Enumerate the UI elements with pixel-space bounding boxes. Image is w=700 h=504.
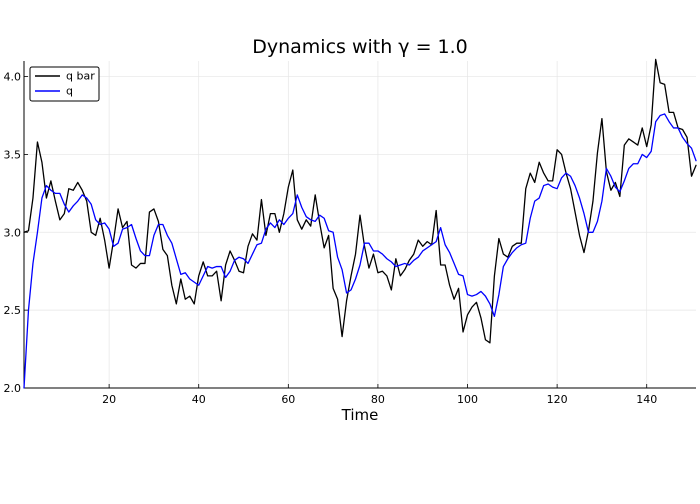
axes-layer: 20 40 60 80 100 120 140 2.0 2.5 3.0 3.5 4.0 bbox=[4, 61, 696, 406]
x-tick-label: 40 bbox=[192, 393, 206, 406]
x-tick-label: 140 bbox=[636, 393, 657, 406]
x-tick-label: 20 bbox=[102, 393, 116, 406]
x-tick-label: 80 bbox=[371, 393, 385, 406]
y-tick-label: 2.5 bbox=[4, 304, 22, 317]
y-tick-label: 3.0 bbox=[4, 226, 22, 239]
series-line-q bbox=[23, 113, 697, 389]
x-axis-label: Time bbox=[341, 406, 379, 424]
legend-label-q-bar: q bar bbox=[66, 70, 95, 83]
y-tick-label: 2.0 bbox=[4, 382, 22, 395]
series-layer bbox=[23, 58, 697, 389]
grid-layer bbox=[24, 61, 696, 389]
chart-title: Dynamics with γ = 1.0 bbox=[252, 36, 468, 58]
y-tick-label: 3.5 bbox=[4, 148, 22, 161]
legend: q bar q bbox=[29, 66, 100, 102]
x-tick-label: 100 bbox=[457, 393, 478, 406]
legend-label-q: q bbox=[66, 85, 73, 98]
x-tick-label: 120 bbox=[547, 393, 568, 406]
y-tick-label: 4.0 bbox=[4, 71, 22, 84]
x-tick-label: 60 bbox=[281, 393, 295, 406]
series-line-q-bar bbox=[23, 58, 697, 344]
